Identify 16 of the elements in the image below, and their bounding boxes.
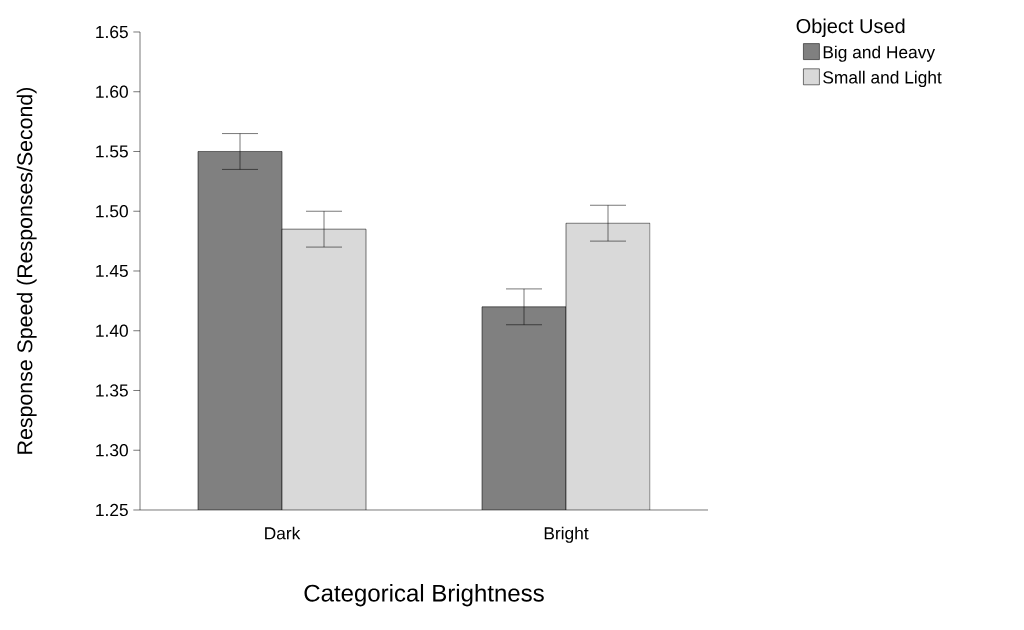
legend-label: Big and Heavy	[823, 45, 936, 62]
y-tick-label: 1.40	[96, 324, 128, 337]
y-tick-label: 1.50	[96, 205, 128, 218]
y-tick-label: 1.35	[96, 384, 128, 397]
y-tick-label: 1.45	[96, 264, 128, 278]
y-axis-title: Response Speed (Responses/Second)	[16, 87, 37, 454]
x-tick-label: Bright	[544, 526, 589, 543]
y-tick-label: 1.60	[96, 85, 128, 98]
x-tick-label: Dark	[265, 526, 301, 540]
x-axis-title: Categorical Brightness	[304, 584, 544, 607]
y-tick-label: 1.55	[96, 145, 128, 158]
y-tick-label: 1.30	[96, 444, 128, 457]
legend-title: Object Used	[796, 18, 905, 38]
y-tick-label: 1.25	[96, 503, 128, 517]
legend-label: Small and Light	[823, 70, 942, 88]
y-tick-label: 1.65	[96, 25, 128, 39]
